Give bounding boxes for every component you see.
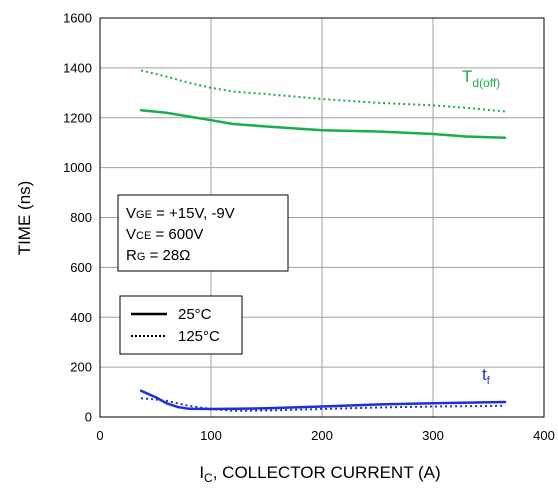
y-tick-labels: 0 200 400 600 800 1000 1200 1400 1600: [63, 11, 92, 425]
condition-rg-main: R: [126, 247, 137, 264]
x-tick-labels: 0 100 200 300 400: [96, 428, 554, 443]
condition-vge-main: V: [126, 205, 136, 222]
conditions-box: VGE = +15V, -9V VCE = 600V RG = 28Ω: [117, 194, 289, 272]
td-off-label: Td(off): [462, 67, 500, 90]
x-axis-title-main: I: [199, 463, 204, 482]
y-tick-label: 1400: [63, 60, 92, 75]
x-tick-label: 400: [533, 428, 555, 443]
y-tick-label: 200: [70, 360, 92, 375]
legend-label-125c: 125°C: [178, 328, 220, 345]
condition-rg-sub: G: [137, 251, 146, 263]
tf-label-main: t: [482, 365, 487, 384]
condition-vce: VCE = 600V: [126, 226, 203, 243]
y-axis-title: TIME (ns): [15, 181, 34, 256]
legend-label-25c: 25°C: [178, 306, 212, 323]
y-tick-label: 600: [70, 260, 92, 275]
condition-rg-rest: = 28Ω: [145, 247, 190, 264]
x-tick-label: 0: [96, 428, 103, 443]
x-tick-label: 300: [422, 428, 444, 443]
series-lines: [139, 69, 507, 412]
condition-vce-main: V: [126, 226, 136, 243]
x-axis-title-rest: , COLLECTOR CURRENT (A): [213, 463, 441, 482]
condition-rg: RG = 28Ω: [126, 247, 190, 264]
y-tick-label: 800: [70, 210, 92, 225]
legend: 25°C 125°C: [119, 295, 243, 355]
plot-frame: [99, 17, 545, 418]
y-tick-label: 1200: [63, 110, 92, 125]
td-off-label-main: T: [462, 67, 472, 86]
condition-vge-rest: = +15V, -9V: [152, 205, 235, 222]
x-tick-label: 200: [311, 428, 333, 443]
condition-vce-sub: CE: [136, 230, 151, 242]
y-tick-label: 1600: [63, 11, 92, 26]
y-tick-label: 0: [85, 410, 92, 425]
y-tick-label: 1000: [63, 160, 92, 175]
condition-vge: VGE = +15V, -9V: [126, 205, 235, 222]
tf-label: tf: [482, 365, 491, 387]
series-tf-dotted: [141, 397, 506, 412]
series-td_off-dotted: [140, 69, 506, 113]
conditions-frame: [117, 194, 289, 272]
x-tick-label: 100: [200, 428, 222, 443]
td-off-label-sub: d(off): [472, 76, 500, 90]
condition-vce-rest: = 600V: [151, 226, 203, 243]
legend-frame: [119, 295, 243, 355]
condition-vge-sub: GE: [136, 209, 152, 221]
tf-label-sub: f: [487, 375, 491, 387]
series-td_off-solid: [139, 109, 507, 139]
x-axis-title-sub: C: [204, 471, 213, 485]
y-tick-label: 400: [70, 310, 92, 325]
x-axis-title: IC, COLLECTOR CURRENT (A): [199, 463, 440, 485]
